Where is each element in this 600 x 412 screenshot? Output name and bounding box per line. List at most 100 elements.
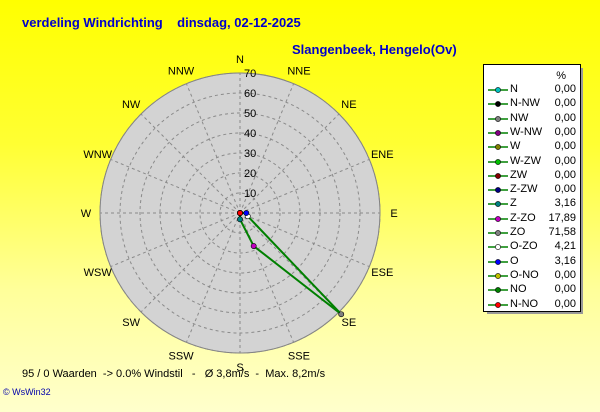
legend-marker-icon <box>488 187 508 193</box>
direction-label: SE <box>342 317 357 329</box>
software-brand: © WsWin32 <box>3 387 51 397</box>
legend-label: O <box>510 254 519 267</box>
legend-value: 4,21 <box>554 240 576 253</box>
grid-spoke <box>239 83 295 214</box>
grid-spoke <box>185 212 241 343</box>
direction-label: SSE <box>288 350 310 362</box>
legend-label: ZW <box>510 168 528 181</box>
grid-spoke <box>110 212 241 268</box>
legend-item: O-NO 0,00 <box>484 269 580 284</box>
legend-label: W <box>510 140 521 153</box>
r-tick-label: 50 <box>244 108 256 120</box>
legend: % N 0,00 N-NW 0,00 NW 0,00 W-NW 0,00 W 0,00 W-ZW 0,… <box>483 64 581 312</box>
legend-marker-icon <box>488 115 508 122</box>
grid-spoke <box>239 212 295 343</box>
direction-label: ESE <box>371 267 393 279</box>
legend-label: N <box>510 83 518 95</box>
direction-label: NNE <box>287 66 310 78</box>
direction-label: NNW <box>168 66 195 78</box>
legend-label: N-NW <box>510 97 540 110</box>
legend-item: W-NW 0,00 <box>484 126 580 141</box>
legend-value: 0,00 <box>554 140 576 153</box>
direction-label: W <box>81 208 92 220</box>
direction-label: NE <box>341 99 356 111</box>
legend-marker-icon <box>488 201 508 208</box>
legend-item: NO 0,00 <box>484 283 580 298</box>
legend-marker-icon <box>488 287 508 294</box>
legend-item: W 0,00 <box>484 140 580 155</box>
legend-label: NO <box>510 283 527 296</box>
grid-spoke <box>239 113 340 214</box>
r-tick-label: 40 <box>244 128 256 140</box>
legend-marker-icon <box>488 172 508 179</box>
legend-label: Z-ZO <box>510 211 536 224</box>
legend-item: ZO 71,58 <box>484 226 580 241</box>
legend-value: 0,00 <box>554 168 576 181</box>
grid-spoke <box>239 158 370 214</box>
legend-marker-icon <box>488 301 508 308</box>
legend-label: W-ZW <box>510 154 541 167</box>
r-tick-label: 20 <box>244 168 256 180</box>
legend-marker-icon <box>488 129 508 136</box>
legend-label: W-NW <box>510 125 543 138</box>
legend-value: 0,00 <box>554 183 576 196</box>
legend-value: 3,16 <box>554 254 576 267</box>
legend-marker-icon <box>488 101 508 108</box>
legend-label: O-ZO <box>510 240 538 253</box>
legend-marker-icon <box>488 258 508 265</box>
r-tick-label: 70 <box>244 68 256 80</box>
legend-label: O-NO <box>510 268 539 281</box>
direction-label: SW <box>122 317 140 329</box>
legend-value: 17,89 <box>548 211 576 224</box>
legend-item: N-NO 0,00 <box>484 298 580 313</box>
grid-spoke <box>185 83 241 214</box>
grid-spoke <box>140 212 241 313</box>
series-point <box>243 210 250 216</box>
direction-label: ENE <box>371 149 394 161</box>
r-tick-label: 10 <box>244 188 256 200</box>
series-point <box>250 243 257 249</box>
legend-marker-icon <box>488 144 508 151</box>
legend-item: N 0,00 <box>484 83 580 98</box>
legend-value: 3,16 <box>554 197 576 210</box>
chart-subtitle: Slangenbeek, Hengelo(Ov) <box>292 42 457 57</box>
legend-label: ZO <box>510 226 526 238</box>
grid-spoke <box>239 212 370 268</box>
legend-label: Z <box>510 197 517 210</box>
legend-label: Z-ZW <box>510 183 538 196</box>
legend-value: 71,58 <box>548 226 576 238</box>
legend-label: N-NO <box>510 297 539 310</box>
footer-stats: 95 / 0 Waarden -> 0.0% Windstil - Ø 3,8m… <box>22 368 326 380</box>
legend-marker-icon <box>488 272 508 279</box>
legend-value: 0,00 <box>554 97 576 110</box>
legend-value: 0,00 <box>554 283 576 296</box>
grid-spoke <box>110 158 241 214</box>
r-tick-label: 30 <box>244 148 256 160</box>
legend-label: NW <box>510 111 529 124</box>
legend-item: O 3,16 <box>484 255 580 270</box>
legend-marker-icon <box>488 230 508 236</box>
series-point <box>237 216 243 223</box>
series-point <box>338 311 345 318</box>
legend-item: N-NW 0,00 <box>484 97 580 112</box>
legend-value: 0,00 <box>554 83 576 95</box>
r-tick-label: 60 <box>244 88 256 100</box>
legend-item: ZW 0,00 <box>484 169 580 184</box>
legend-item: Z-ZW 0,00 <box>484 183 580 198</box>
chart-title: verdeling Windrichting dinsdag, 02-12-20… <box>22 15 301 30</box>
grid-ring <box>199 172 281 254</box>
legend-marker-icon <box>488 158 508 165</box>
legend-marker-icon <box>488 244 508 251</box>
grid-ring <box>139 112 341 314</box>
legend-item: O-ZO 4,21 <box>484 240 580 255</box>
legend-item: NW 0,00 <box>484 112 580 127</box>
direction-label: E <box>390 208 397 220</box>
legend-value: 0,00 <box>554 297 576 310</box>
series-point <box>237 210 243 216</box>
legend-header: % <box>556 70 566 82</box>
legend-marker-icon <box>488 215 508 222</box>
direction-label: NW <box>122 99 141 111</box>
direction-label: S <box>236 362 243 374</box>
grid-spoke <box>140 113 241 214</box>
legend-value: 0,00 <box>554 154 576 167</box>
